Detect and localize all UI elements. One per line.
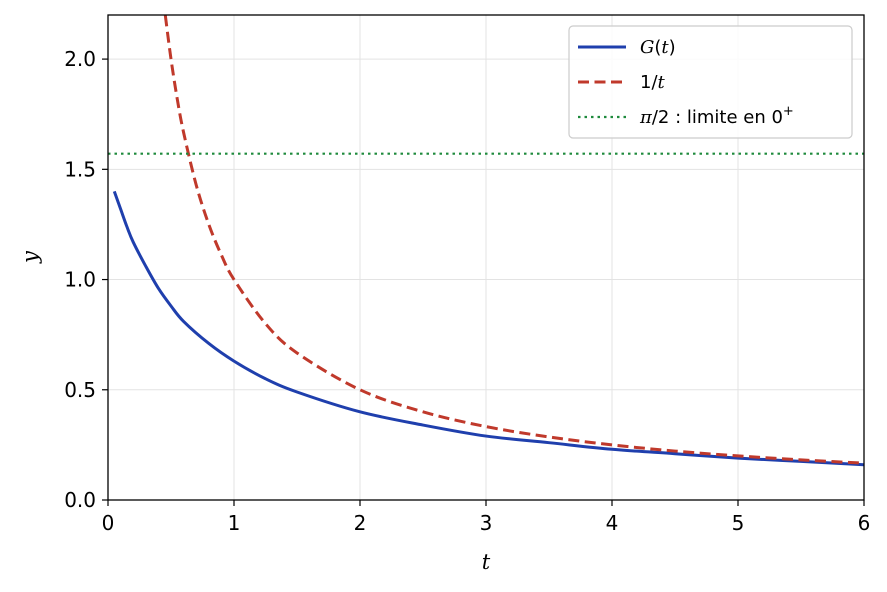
y-tick-label: 2.0 [64,47,96,71]
legend-box [568,25,853,139]
y-tick-label: 0.0 [64,488,96,512]
series-line-1 [163,15,865,465]
x-tick-label: 4 [606,511,619,535]
x-tick-label: 0 [102,511,115,535]
y-axis-label: y [18,250,42,264]
ticks: 0 1 2 3 4 5 6 0.0 0.5 1.0 1.5 2.0 [64,47,870,535]
series-layer [108,15,865,467]
series-line-0 [112,190,865,467]
legend-label-0: G(t) [640,37,676,58]
y-tick-label: 1.0 [64,268,96,292]
x-tick-label: 1 [228,511,241,535]
x-axis-label: t [482,550,491,574]
x-tick-label: 6 [858,511,871,535]
legend: G(t) 1/t π/2 : limite en 0+ [568,25,853,139]
x-tick-label: 3 [480,511,493,535]
legend-label-1: 1/t [640,72,666,93]
y-tick-label: 1.5 [64,157,96,181]
legend-label-2: π/2 : limite en 0+ [639,104,794,128]
y-tick-label: 0.5 [64,378,96,402]
x-tick-label: 2 [354,511,367,535]
x-tick-label: 5 [732,511,745,535]
